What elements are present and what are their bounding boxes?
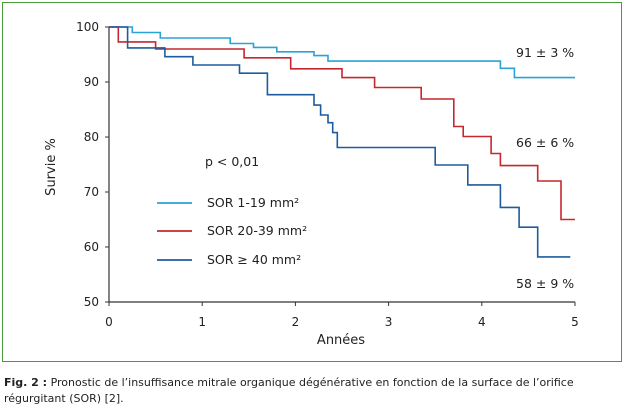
x-tick-label: 4: [478, 315, 486, 329]
y-tick-label: 80: [84, 130, 99, 144]
legend-label-3: SOR ≥ 40 mm²: [207, 252, 301, 267]
x-axis-title: Années: [317, 333, 365, 348]
chart-labels: 91 ± 3 % SOR 1-19 mm² 66 ± 6 % SOR 20-39 mm…: [157, 45, 574, 291]
series-line-3: [109, 26, 571, 258]
x-tick-label: 3: [385, 315, 393, 329]
caption-label: Fig. 2 :: [4, 376, 48, 389]
y-axis-title: Survie %: [44, 138, 59, 196]
series-end-label-1: 91 ± 3 %: [516, 45, 574, 60]
legend-label-2: SOR 20-39 mm²: [207, 223, 307, 238]
y-tick-label: 90: [84, 75, 99, 89]
x-tick-label: 2: [292, 315, 300, 329]
legend-label-1: SOR 1-19 mm²: [207, 195, 299, 210]
y-tick-label: 100: [76, 20, 99, 34]
caption-text: Pronostic de l’insuffisance mitrale orga…: [4, 376, 574, 405]
p-value-annotation: p < 0,01: [205, 154, 259, 169]
series-end-label-2: 66 ± 6 %: [516, 135, 574, 150]
series-line-1: [109, 26, 575, 79]
x-tick-label: 5: [571, 315, 579, 329]
x-tick-label: 0: [105, 315, 113, 329]
chart-axes: 50 60 70 80 90 100 0 1 2 3 4 5: [76, 20, 579, 329]
figure-frame: [2, 2, 622, 362]
y-tick-label: 60: [84, 240, 99, 254]
y-tick-label: 50: [84, 295, 99, 309]
series-line-2: [109, 26, 575, 221]
y-tick-label: 70: [84, 185, 99, 199]
figure-caption: Fig. 2 : Pronostic de l’insuffisance mit…: [4, 375, 622, 407]
kaplan-meier-chart: 50 60 70 80 90 100 0 1 2 3 4 5 91 ± 3 % SOR 1-19 mm²…: [44, 20, 579, 348]
series-end-label-3: 58 ± 9 %: [516, 276, 574, 291]
x-tick-label: 1: [198, 315, 206, 329]
chart-series: [109, 26, 575, 258]
